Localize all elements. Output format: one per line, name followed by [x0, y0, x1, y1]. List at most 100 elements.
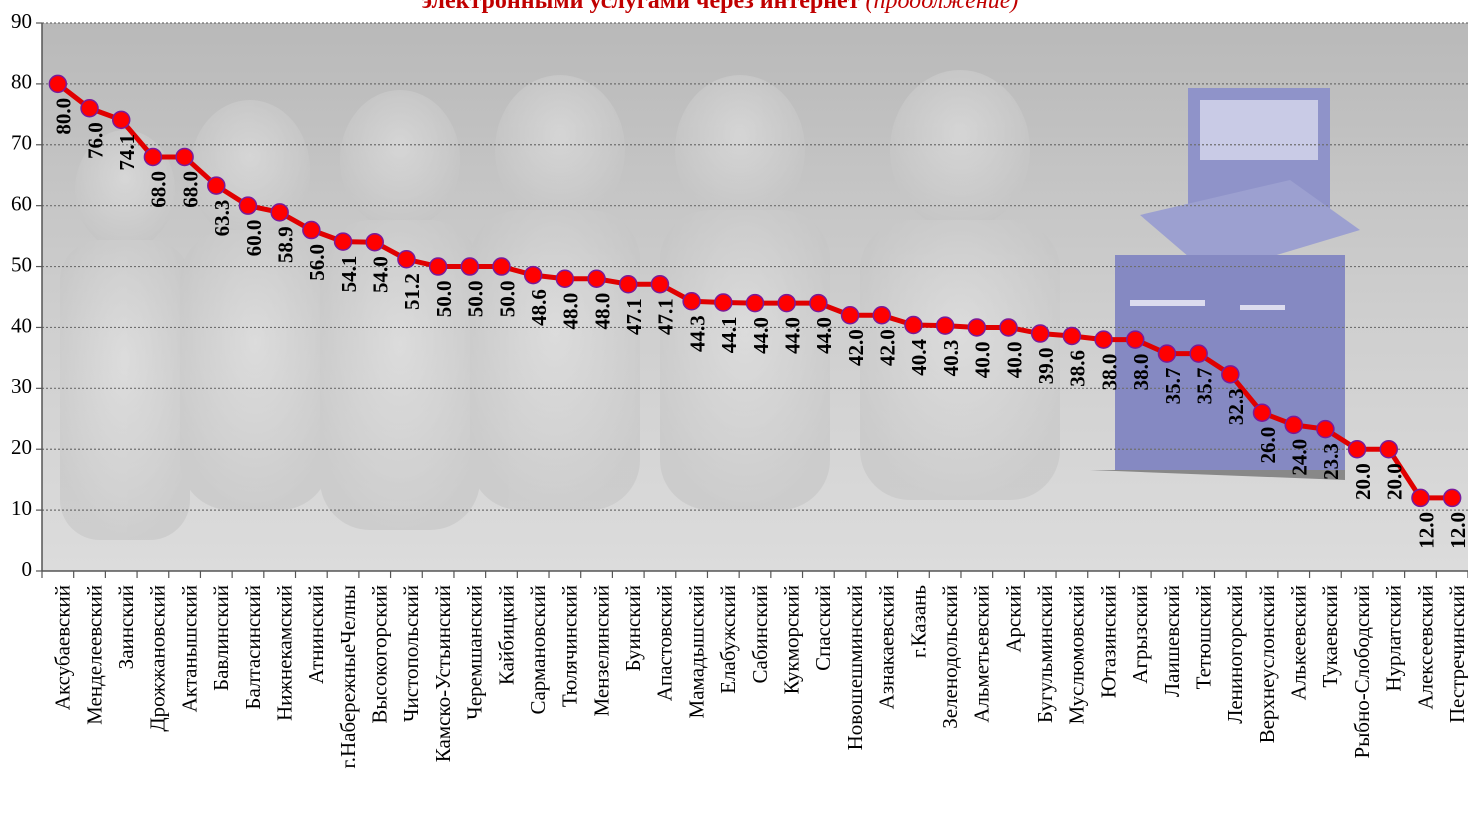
- y-tick-label: 0: [22, 557, 33, 581]
- x-category-label: Альметьевский: [970, 585, 994, 723]
- x-category-label: Буинский: [621, 585, 645, 672]
- data-label: 38.0: [1129, 354, 1153, 391]
- data-point: [333, 232, 353, 251]
- x-category-label: Сабинский: [748, 585, 772, 684]
- y-tick-label: 90: [11, 9, 32, 33]
- data-label: 76.0: [83, 122, 107, 159]
- y-tick-label: 70: [11, 131, 32, 155]
- data-point: [143, 147, 163, 167]
- data-label: 47.1: [622, 298, 646, 335]
- plot-background: [42, 23, 1468, 571]
- x-category-label: Аксубаевский: [51, 585, 75, 710]
- y-tick-label: 80: [11, 70, 32, 94]
- data-point: [492, 257, 511, 276]
- data-label: 40.3: [939, 340, 963, 377]
- data-point: [714, 293, 733, 312]
- y-tick-label: 40: [11, 313, 32, 337]
- x-category-label: Балтасинский: [241, 585, 265, 710]
- y-axis-ticks: 0 10 20 30 40 50 60 70 80 90: [11, 9, 32, 581]
- data-label: 63.3: [210, 200, 234, 237]
- data-label: 44.3: [685, 315, 709, 352]
- x-axis-categories: Аксубаевский Менделеевский Заинский Дрожжан…: [51, 585, 1468, 769]
- data-label: 48.0: [559, 293, 583, 330]
- x-category-label: Лениногорский: [1223, 585, 1247, 724]
- axes: [36, 22, 1468, 578]
- x-category-label: Бавлинский: [209, 585, 233, 691]
- data-point: [1379, 439, 1399, 459]
- x-category-label: Алькеевский: [1287, 585, 1311, 700]
- decorative-figures: [60, 70, 1060, 540]
- data-label: 74.1: [115, 134, 139, 171]
- data-label: 50.0: [432, 281, 456, 318]
- data-label: 38.0: [1097, 354, 1121, 391]
- data-point: [587, 269, 606, 288]
- x-category-label: Бугульминский: [1033, 585, 1057, 723]
- data-label: 44.0: [812, 317, 836, 354]
- data-point: [555, 269, 575, 288]
- x-category-label: Тукаевский: [1318, 585, 1342, 688]
- data-point: [1189, 344, 1208, 363]
- data-point: [840, 306, 860, 325]
- data-point: [1252, 403, 1272, 422]
- data-point: [207, 176, 226, 195]
- data-point: [270, 203, 289, 222]
- x-category-label: Тюлячинский: [558, 585, 582, 707]
- data-label: 40.0: [971, 341, 995, 378]
- data-label: 47.1: [654, 298, 678, 335]
- data-label: 20.0: [1351, 463, 1375, 500]
- data-label: 39.0: [1034, 348, 1058, 385]
- data-point: [999, 318, 1018, 337]
- data-point: [302, 220, 321, 240]
- data-label: 35.7: [1192, 368, 1216, 405]
- data-label: 51.2: [400, 273, 424, 310]
- data-label: 20.0: [1383, 463, 1407, 500]
- data-label: 44.1: [717, 316, 741, 353]
- data-label: 58.9: [273, 226, 297, 263]
- data-label: 48.0: [590, 293, 614, 330]
- x-category-label: Высокогорский: [368, 585, 392, 724]
- x-category-label: Апастовский: [653, 585, 677, 701]
- data-label: 40.4: [907, 339, 931, 376]
- y-tick-label: 50: [11, 252, 32, 276]
- x-category-label: Сармановский: [526, 585, 550, 715]
- x-category-label: Муслюмовский: [1065, 585, 1089, 724]
- data-point: [682, 292, 701, 311]
- data-label: 54.1: [337, 256, 361, 293]
- data-label: 50.0: [464, 281, 488, 318]
- data-label: 56.0: [305, 244, 329, 281]
- data-label: 12.0: [1414, 512, 1438, 549]
- series-markers: [48, 74, 1462, 508]
- y-tick-label: 30: [11, 374, 32, 398]
- data-label: 24.0: [1288, 439, 1312, 476]
- x-category-label: Ютазинский: [1096, 585, 1120, 698]
- x-category-label: Камско-Устьинский: [431, 585, 455, 762]
- x-category-label: Новошешминский: [843, 585, 867, 750]
- x-category-label: Кайбицкий: [494, 585, 518, 685]
- x-category-label: Мамадышский: [684, 585, 708, 718]
- y-tick-label: 10: [11, 496, 32, 520]
- data-point: [935, 316, 955, 335]
- data-point: [809, 293, 828, 313]
- title-text: электронными услугами через интернет: [422, 0, 860, 14]
- x-category-label: Спасский: [811, 585, 835, 671]
- data-label: 68.0: [147, 171, 171, 208]
- data-label: 26.0: [1256, 427, 1280, 464]
- x-category-label: Актанышский: [177, 585, 201, 712]
- x-category-label: Верхнеуслонский: [1255, 585, 1279, 743]
- data-point: [1316, 419, 1335, 439]
- data-point: [1347, 439, 1367, 459]
- data-label: 48.6: [527, 289, 551, 326]
- y-tick-label: 20: [11, 435, 32, 459]
- y-tick-label: 60: [11, 191, 32, 215]
- data-label: 42.0: [844, 329, 868, 366]
- data-point: [904, 315, 923, 335]
- data-label: 32.3: [1224, 388, 1248, 425]
- data-point: [48, 74, 68, 94]
- data-point: [967, 318, 987, 337]
- kiosk-illustration: [1090, 88, 1360, 480]
- data-label: 40.0: [1002, 341, 1026, 378]
- data-point: [872, 306, 892, 325]
- data-label: 12.0: [1446, 512, 1468, 549]
- x-category-label: Атнинский: [304, 585, 328, 684]
